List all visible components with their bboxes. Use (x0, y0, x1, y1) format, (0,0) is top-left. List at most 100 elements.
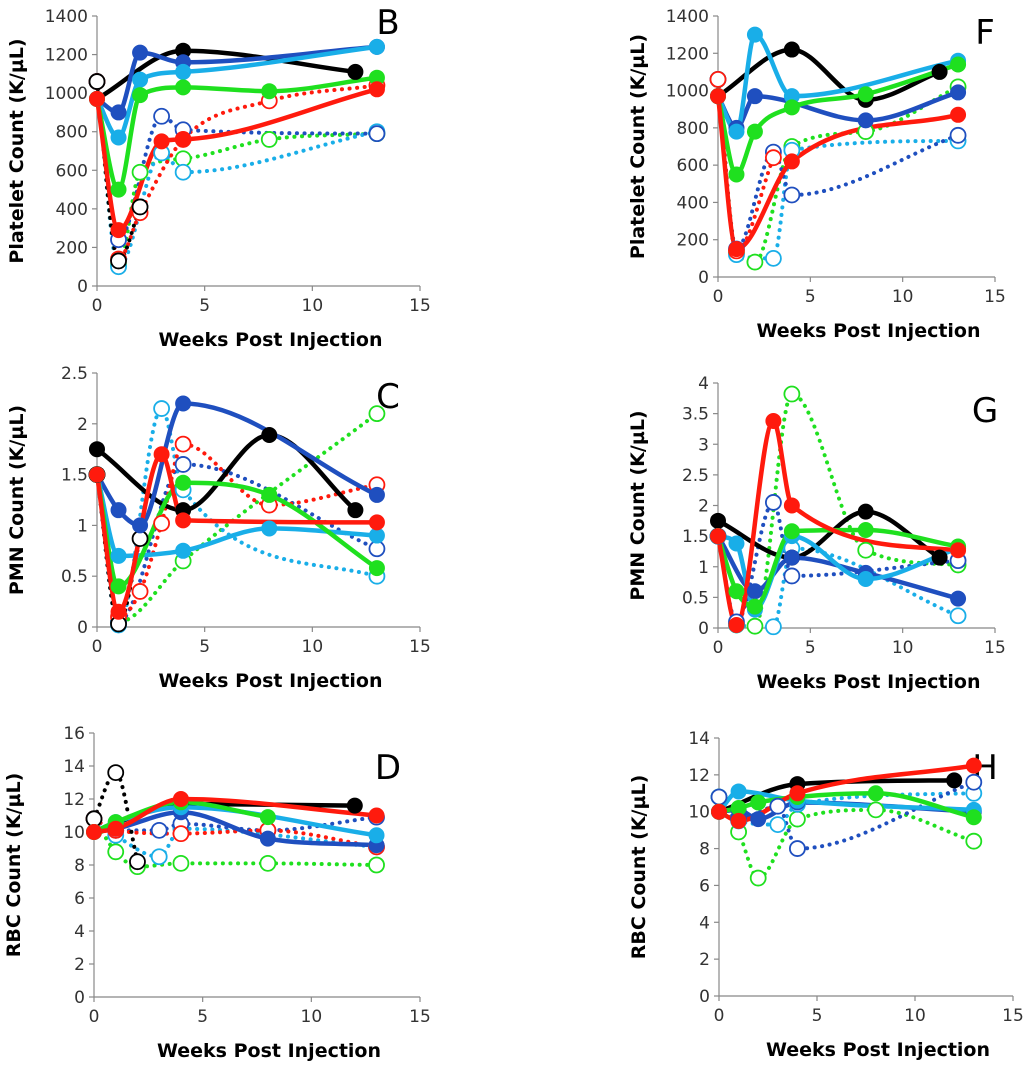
panel-letter: B (376, 3, 399, 43)
y-tick-label: 2 (74, 955, 85, 975)
x-tick-label: 0 (713, 638, 724, 658)
y-tick-label: 12 (688, 766, 710, 786)
data-point-s5-2 (347, 63, 364, 80)
y-tick-label: 10 (63, 823, 85, 843)
y-tick-label: 2.5 (682, 466, 709, 486)
x-tick-label: 10 (904, 1006, 926, 1026)
data-point-s4-2 (131, 198, 149, 216)
y-tick-label: 1 (698, 558, 709, 578)
data-point-s0-2 (749, 869, 767, 887)
data-point-s8-1 (110, 181, 127, 198)
y-tick-label: 3.5 (682, 405, 709, 425)
x-tick-label: 15 (984, 638, 1006, 658)
data-point-s1-2 (765, 249, 782, 267)
x-axis-title: Weeks Post Injection (157, 1040, 381, 1062)
y-tick-label: 2 (698, 497, 709, 517)
y-tick-label: 0.5 (682, 588, 709, 608)
data-point-s0-5 (368, 856, 385, 874)
data-point-s6-4 (857, 522, 874, 538)
chart-panel-h: 0 2 4 6 8 10 12 14 0 5 10 15 Weeks Post Injection RBC… (628, 729, 1024, 1061)
y-tick-label: 800 (677, 119, 709, 139)
data-point-s7-4 (950, 542, 967, 559)
y-tick-label: 0 (698, 268, 709, 288)
y-tick-label: 2 (77, 415, 88, 435)
data-point-s9-4 (368, 514, 385, 531)
data-point-s2-0 (710, 788, 728, 806)
data-point-s6-1 (110, 502, 127, 519)
series-line-6 (94, 401, 380, 528)
series-markers (709, 385, 967, 636)
data-point-s7-2 (175, 542, 192, 559)
x-tick-label: 15 (1002, 1006, 1024, 1026)
x-tick-label: 10 (302, 637, 324, 657)
chart-panel-d: 0 2 4 6 8 10 12 14 16 0 5 10 15 Weeks Post Injection R… (3, 724, 431, 1062)
data-point-s6-1 (110, 104, 127, 121)
data-point-s5-1 (728, 535, 745, 552)
y-tick-label: 0 (698, 619, 709, 639)
panel-letter: F (975, 13, 995, 53)
data-point-s7-2 (132, 71, 149, 88)
series-line-1 (95, 79, 379, 269)
y-tick-label: 14 (688, 729, 710, 749)
data-point-s7-3 (783, 497, 800, 514)
data-point-s3-0 (709, 70, 727, 88)
series-line-5 (94, 432, 358, 513)
data-point-s0-4 (867, 801, 885, 819)
x-tick-label: 10 (302, 296, 324, 316)
data-point-s5-4 (857, 571, 874, 587)
y-tick-label: 400 (56, 200, 88, 220)
data-point-s9-4 (368, 81, 385, 98)
data-point-s9-0 (86, 824, 102, 840)
data-point-s1-2 (769, 816, 787, 834)
data-point-s7-1 (730, 812, 747, 829)
x-axis-title: Weeks Post Injection (158, 670, 382, 692)
y-tick-label: 1 (77, 516, 88, 536)
data-point-s9-3 (368, 807, 385, 824)
data-point-s8-3 (175, 79, 192, 96)
y-tick-label: 6 (699, 876, 710, 896)
data-point-s7-3 (368, 827, 385, 844)
data-point-s0-2 (746, 253, 764, 271)
y-tick-label: 0 (77, 277, 88, 297)
data-point-s2-4 (965, 773, 983, 791)
data-point-s6-2 (746, 598, 763, 615)
data-point-s1-2 (153, 400, 171, 417)
data-point-s7-4 (857, 86, 874, 103)
data-point-s7-4 (368, 38, 385, 55)
data-point-s8-2 (783, 153, 800, 170)
data-point-s5-2 (261, 426, 278, 443)
data-point-s1-2 (765, 618, 782, 636)
data-point-s8-3 (950, 106, 967, 123)
x-tick-label: 5 (199, 637, 210, 657)
data-point-s0-4 (259, 854, 277, 872)
y-tick-label: 12 (63, 790, 85, 810)
data-point-s8-4 (261, 83, 278, 100)
data-point-s0-3 (783, 385, 801, 403)
data-point-s6-4 (368, 486, 385, 503)
data-point-s4-2 (783, 549, 800, 566)
data-point-s7-3 (965, 757, 982, 774)
y-tick-label: 8 (699, 840, 710, 860)
data-point-s0-3 (789, 810, 806, 828)
y-tick-label: 0.5 (61, 567, 88, 587)
data-point-s6-2 (132, 517, 149, 534)
data-point-s6-3 (175, 395, 192, 412)
data-point-s6-5 (965, 809, 982, 826)
series-line-0 (717, 795, 976, 881)
data-point-s7-0 (710, 528, 726, 545)
y-tick-label: 200 (677, 231, 709, 251)
y-tick-label: 800 (56, 123, 88, 143)
data-point-s9-2 (153, 446, 170, 463)
data-point-s0-3 (172, 854, 190, 872)
series-line-8 (715, 93, 961, 252)
data-point-s7-2 (789, 785, 806, 802)
x-tick-label: 15 (409, 1007, 431, 1027)
y-tick-label: 4 (699, 913, 710, 933)
y-tick-label: 1.5 (61, 466, 88, 486)
data-point-s5-2 (346, 797, 363, 814)
data-point-s3-2 (857, 503, 874, 520)
y-tick-label: 0 (74, 988, 85, 1008)
data-point-s3-2 (946, 772, 963, 789)
data-point-s9-2 (172, 791, 189, 807)
